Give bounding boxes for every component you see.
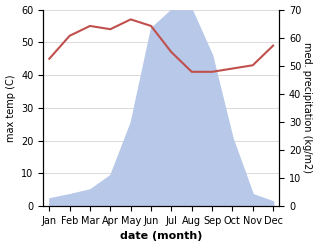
Y-axis label: max temp (C): max temp (C) (5, 74, 16, 142)
Y-axis label: med. precipitation (kg/m2): med. precipitation (kg/m2) (302, 42, 313, 173)
X-axis label: date (month): date (month) (120, 231, 203, 242)
